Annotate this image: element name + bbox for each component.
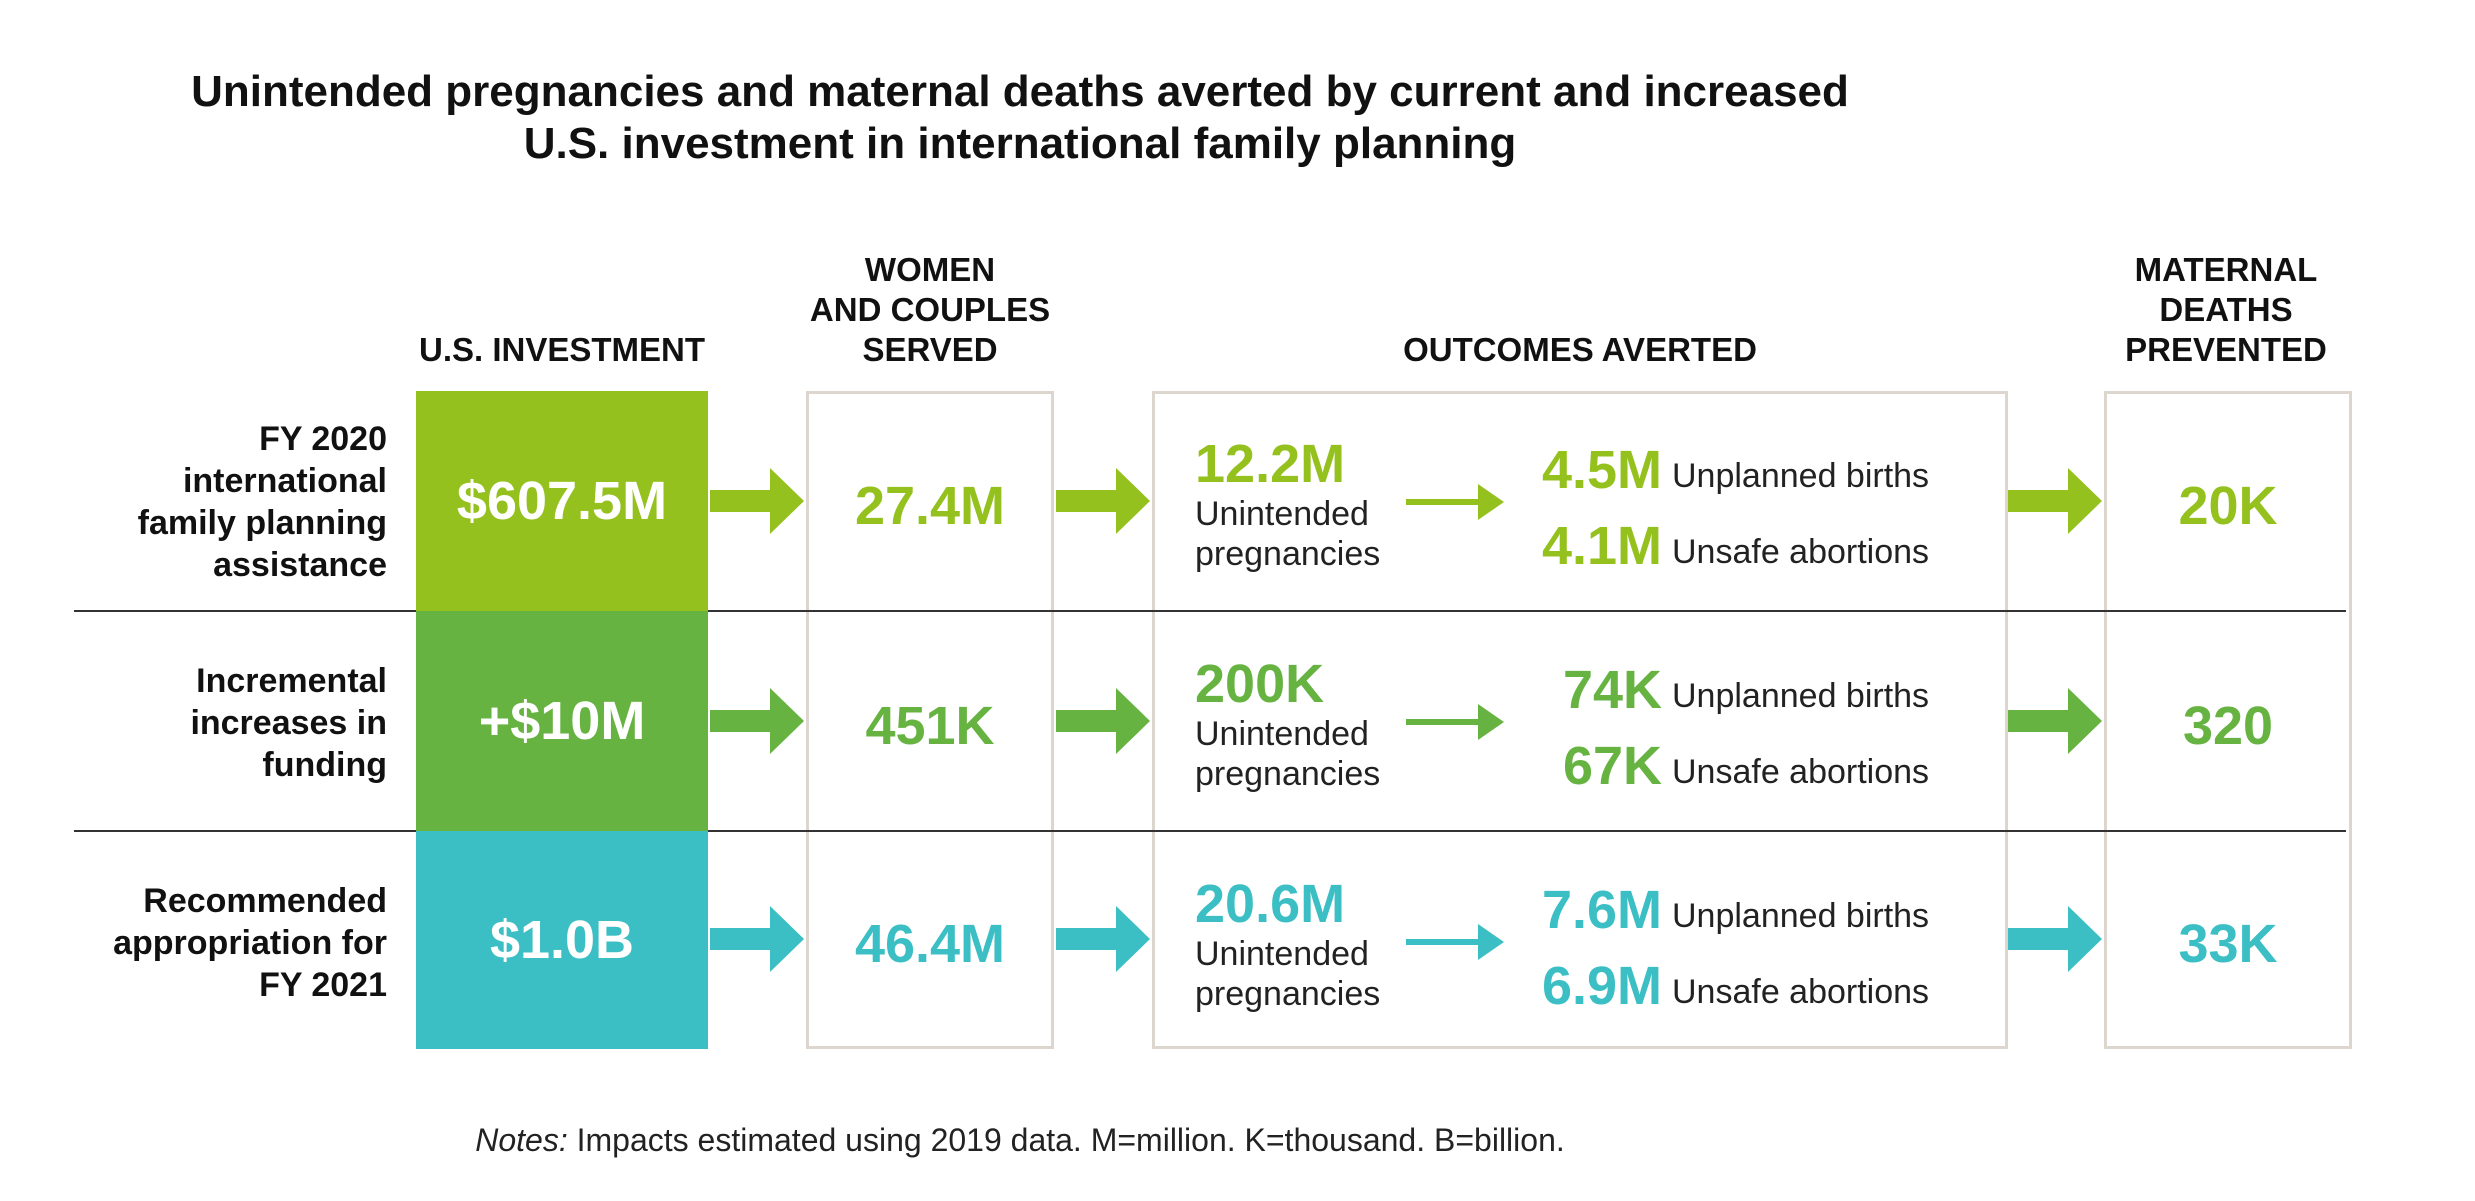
row-3-served-value: 46.4M [854,914,1006,974]
row-1-arrow-3-icon [2008,468,2102,534]
row-2-arrow-1-icon [710,688,804,754]
row-1-abortions-value: 4.1M [1541,516,1662,576]
header-outcomes: OUTCOMES AVERTED [1150,300,2010,370]
row-2-served-value: 451K [865,696,995,756]
header-served-line-1: WOMEN [864,251,996,288]
row-3-investment-box: $1.0B [416,831,708,1049]
row-1-unintended-label: Unintended pregnancies [1195,494,1380,574]
header-deaths-line-1: MATERNAL [2134,251,2318,288]
row-divider-2 [74,830,2346,832]
row-1-investment-box: $607.5M [416,391,708,611]
row-3-arrow-3-icon [2008,906,2102,972]
row-3-unintended-label-line-1: Unintended [1195,935,1369,973]
row-2-label: Incremental increases in funding [190,660,387,786]
row-2-abortions-label: Unsafe abortions [1672,753,1930,791]
notes-prefix: Notes: [475,1122,568,1158]
header-investment: U.S. INVESTMENT [396,300,728,370]
row-1-arrow-1-icon [710,468,804,534]
chart-title: Unintended pregnancies and maternal deat… [0,66,2040,170]
row-1-label-line-3: family planning [137,504,387,542]
row-3-unintended-label-line-2: pregnancies [1195,975,1381,1013]
row-1-unintended-label-line-1: Unintended [1195,495,1369,533]
row-1-deaths-value: 20K [2178,476,2278,536]
row-3-unintended-label: Unintended pregnancies [1195,934,1380,1014]
row-2-label-line-3: funding [262,746,387,784]
row-1-small-arrow-icon [1406,484,1504,520]
row-3-deaths-value: 33K [2178,914,2278,974]
header-deaths-line-3: PREVENTED [2125,331,2327,368]
row-2-arrow-2-icon [1056,688,1150,754]
row-1-unintended-value: 12.2M [1195,434,1346,494]
row-divider-1 [74,610,2346,612]
row-3-label-line-1: Recommended [143,882,387,920]
row-1-unintended-label-line-2: pregnancies [1195,535,1381,573]
row-2-unintended-label-line-2: pregnancies [1195,755,1381,793]
title-line-2: U.S. investment in international family … [523,119,1517,168]
row-2-unintended-label: Unintended pregnancies [1195,714,1380,794]
header-served-line-2: AND COUPLES [809,291,1051,328]
row-3-abortions-label: Unsafe abortions [1672,973,1930,1011]
row-3-investment-value: $1.0B [489,910,635,970]
row-2-label-line-2: increases in [190,704,387,742]
header-investment-text: U.S. INVESTMENT [418,331,706,368]
header-served-line-3: SERVED [862,331,998,368]
row-1-label-line-2: international [182,462,387,500]
outcomes-frame [1152,391,2008,1049]
row-2-investment-box: +$10M [416,611,708,831]
row-2-births-label: Unplanned births [1672,677,1930,715]
row-2-deaths-value: 320 [2182,696,2274,756]
row-3-label: Recommended appropriation for FY 2021 [113,880,387,1006]
row-3-arrow-1-icon [710,906,804,972]
row-2-unintended-label-line-1: Unintended [1195,715,1369,753]
row-1-births-value: 4.5M [1541,440,1662,500]
row-3-label-line-3: FY 2021 [259,966,387,1004]
row-2-investment-value: +$10M [478,691,646,751]
row-2-unintended-value: 200K [1195,654,1325,714]
row-3-arrow-2-icon [1056,906,1150,972]
row-3-births-label: Unplanned births [1672,897,1930,935]
row-1-investment-value: $607.5M [456,471,668,531]
row-1-served-value: 27.4M [854,476,1006,536]
deaths-frame [2104,391,2352,1049]
row-1-abortions-label: Unsafe abortions [1672,533,1930,571]
row-1-births-label: Unplanned births [1672,457,1930,495]
header-outcomes-text: OUTCOMES AVERTED [1403,331,1757,368]
row-3-abortions-value: 6.9M [1541,956,1662,1016]
header-served: WOMEN AND COUPLES SERVED [790,240,1070,370]
row-2-abortions-value: 67K [1562,736,1662,796]
title-line-1: Unintended pregnancies and maternal deat… [191,67,1849,116]
row-3-births-value: 7.6M [1541,880,1662,940]
row-2-arrow-3-icon [2008,688,2102,754]
notes-text: Impacts estimated using 2019 data. M=mil… [567,1122,1565,1158]
row-1-label-line-4: assistance [213,546,387,584]
row-1-label-line-1: FY 2020 [259,420,387,458]
row-1-label: FY 2020 international family planning as… [138,418,387,586]
row-3-unintended-value: 20.6M [1195,874,1346,934]
served-frame [806,391,1054,1049]
header-deaths: MATERNAL DEATHS PREVENTED [2096,240,2356,370]
row-2-label-line-1: Incremental [196,662,387,700]
row-3-small-arrow-icon [1406,924,1504,960]
row-2-small-arrow-icon [1406,704,1504,740]
row-3-label-line-2: appropriation for [113,924,387,962]
row-1-arrow-2-icon [1056,468,1150,534]
row-2-births-value: 74K [1562,660,1662,720]
header-deaths-line-2: DEATHS [2159,291,2293,328]
notes: Notes: Impacts estimated using 2019 data… [0,1120,2040,1160]
